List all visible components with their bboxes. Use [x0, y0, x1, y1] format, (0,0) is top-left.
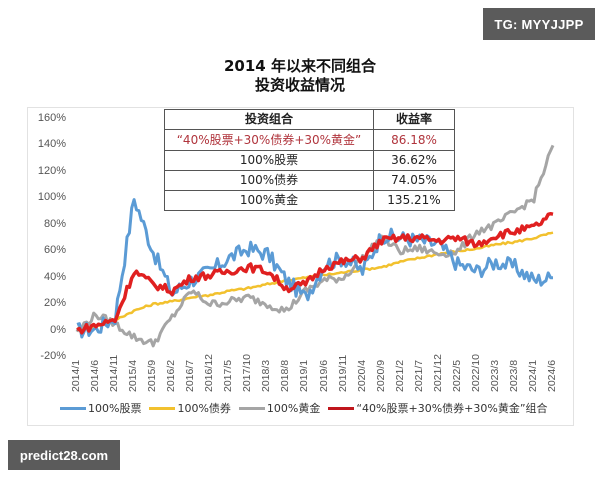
table-row-mixed-portfolio: “40%股票+30%债券+30%黄金” 86.18% — [164, 129, 455, 151]
y-tick-label: 80% — [43, 217, 66, 230]
y-tick-label: 100% — [37, 191, 66, 204]
y-tick-label: 160% — [37, 112, 66, 124]
y-tick-label: 140% — [37, 138, 66, 151]
x-tick-label: 2020/4 — [355, 359, 368, 392]
portfolio-return: 86.18% — [373, 129, 455, 151]
x-tick-label: 2016/7 — [184, 359, 197, 392]
x-tick-label: 2019/1 — [298, 359, 311, 392]
x-tick-label: 2014/6 — [89, 359, 102, 392]
x-tick-label: 2023/3 — [488, 359, 501, 392]
y-tick-label: 40% — [43, 270, 66, 283]
y-tick-label: 120% — [37, 164, 66, 177]
x-tick-label: 2014/1 — [70, 359, 82, 392]
legend-swatch-gold — [238, 406, 265, 410]
legend-swatch-bonds — [149, 406, 176, 410]
x-tick-label: 2019/6 — [317, 359, 330, 392]
legend-label: 100%债券 — [177, 402, 231, 415]
x-tick-label: 2017/5 — [222, 359, 235, 392]
portfolio-name: 100%黄金 — [164, 190, 374, 211]
y-tick-label: 60% — [43, 244, 66, 257]
portfolio-return: 135.21% — [373, 190, 455, 211]
chart-panel — [27, 107, 574, 426]
portfolio-name: “40%股票+30%债券+30%黄金” — [164, 129, 374, 151]
header-return: 收益率 — [373, 109, 455, 130]
series-line — [76, 198, 553, 339]
chart-title-line1: 2014 年以来不同组合 — [224, 57, 376, 75]
chart-title: 2014 年以来不同组合 投资收益情况 — [150, 57, 450, 95]
y-tick-label: 0% — [50, 323, 66, 336]
x-tick-label: 2024/1 — [526, 359, 539, 392]
table-row-gold: 100%黄金 135.21% — [164, 190, 455, 211]
x-tick-label: 2021/7 — [412, 359, 425, 392]
x-tick-label: 2024/6 — [546, 359, 558, 392]
legend-swatch-mixed — [328, 406, 355, 410]
series-line — [76, 211, 554, 335]
header-portfolio: 投资组合 — [164, 109, 374, 130]
legend-label: “40%股票+30%债券+30%黄金”组合 — [356, 402, 548, 415]
legend-label: 100%股票 — [88, 402, 142, 415]
legend-item-stocks: 100%股票 — [60, 400, 141, 416]
x-tick-label: 2015/4 — [127, 359, 140, 392]
legend-item-gold: 100%黄金 — [238, 400, 321, 416]
x-tick-label: 2023/8 — [507, 359, 520, 392]
x-tick-label: 2017/10 — [241, 354, 254, 392]
x-tick-label: 2021/2 — [393, 359, 406, 392]
table-row-bonds: 100%债券 74.05% — [164, 170, 455, 191]
x-tick-label: 2015/9 — [146, 359, 159, 392]
x-tick-label: 2018/8 — [279, 359, 292, 392]
portfolio-name: 100%股票 — [164, 150, 374, 171]
portfolio-return: 74.05% — [373, 170, 455, 191]
returns-table: 投资组合 收益率 “40%股票+30%债券+30%黄金” 86.18% 100%… — [164, 109, 455, 211]
site-watermark-badge: predict28.com — [8, 440, 120, 470]
x-tick-label: 2016/12 — [203, 354, 216, 392]
x-tick-label: 2018/3 — [260, 359, 273, 392]
x-tick-label: 2020/9 — [374, 359, 387, 392]
x-tick-label: 2019/11 — [336, 354, 349, 392]
x-tick-label: 2016/2 — [165, 359, 178, 392]
x-tick-label: 2022/5 — [450, 359, 463, 392]
table-row-stocks: 100%股票 36.62% — [164, 150, 455, 171]
legend-label: 100%黄金 — [266, 402, 321, 415]
tg-watermark-badge: TG: MYYJJPP — [483, 8, 595, 40]
x-tick-label: 2021/12 — [431, 354, 444, 392]
x-tick-label: 2014/11 — [108, 354, 121, 392]
chart-title-line2: 投资收益情况 — [254, 76, 345, 94]
portfolio-return: 36.62% — [373, 150, 455, 171]
portfolio-name: 100%债券 — [164, 170, 374, 191]
legend-item-mixed: “40%股票+30%债券+30%黄金”组合 — [328, 400, 548, 416]
legend-item-bonds: 100%债券 — [149, 400, 231, 416]
legend-swatch-stocks — [60, 406, 86, 410]
y-tick-label: -20% — [40, 350, 66, 362]
x-tick-label: 2022/10 — [469, 354, 482, 392]
y-tick-label: 20% — [43, 297, 66, 310]
chart-legend: 100%股票 100%债券 100%黄金 “40%股票+30%债券+30%黄金”… — [60, 400, 548, 416]
returns-table-header: 投资组合 收益率 — [164, 109, 455, 130]
